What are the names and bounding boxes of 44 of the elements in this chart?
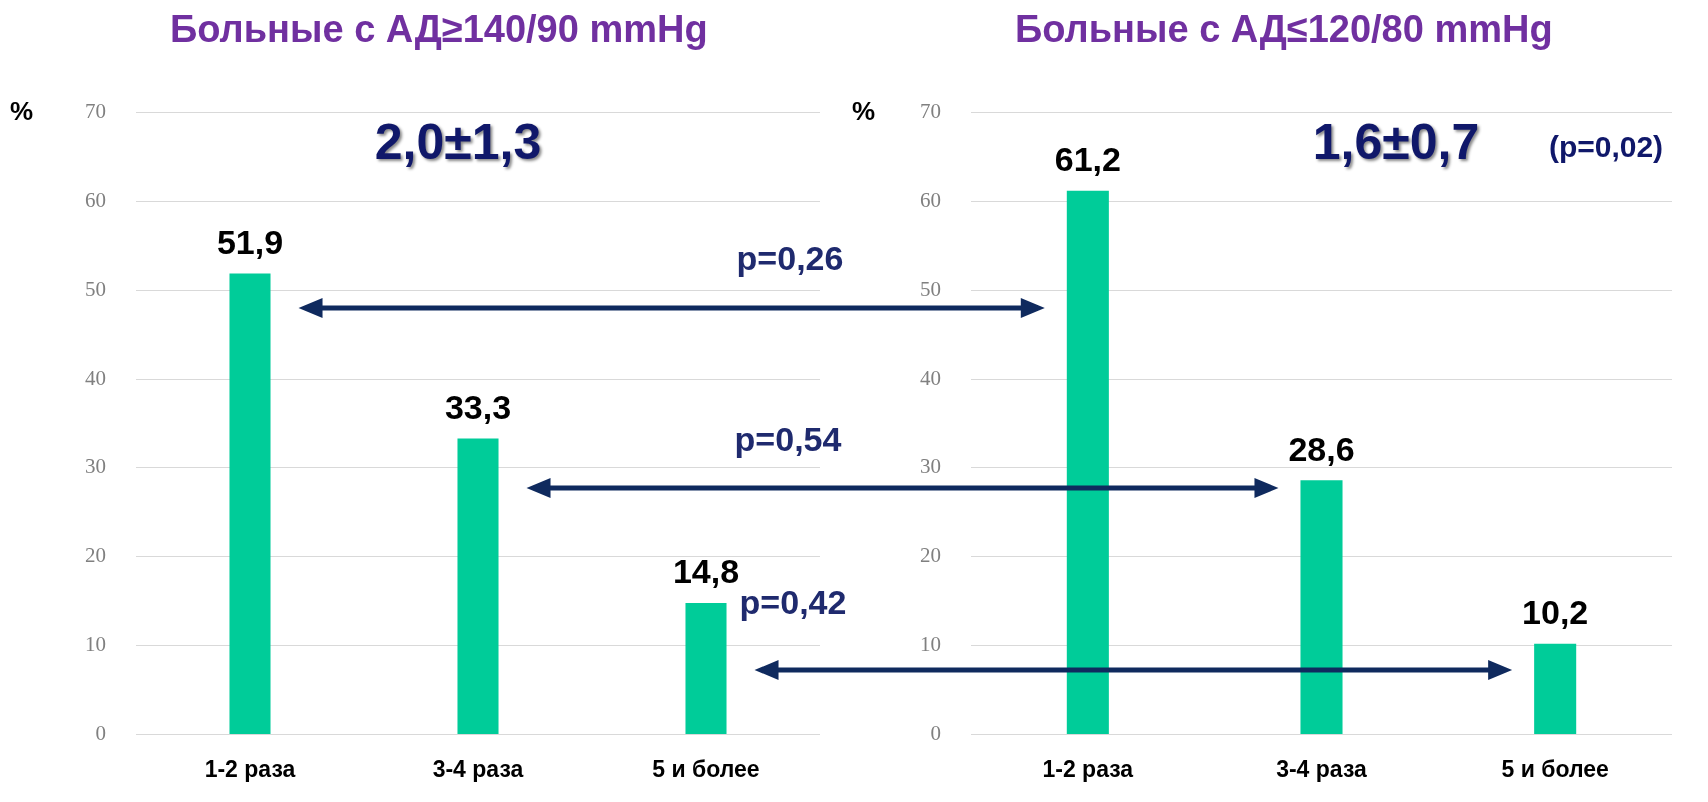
bar [457,438,499,734]
x-tick-label: 5 и более [1501,755,1609,782]
y-tick-label: 70 [920,99,941,124]
x-tick-label: 1-2 раза [204,755,296,782]
x-tick-label: 5 и более [652,755,760,782]
y-axis-title: % [10,95,34,126]
chart-title: Больные с АД≥140/90 mmHg [170,8,708,51]
y-tick-label: 50 [85,276,106,301]
data-label: 61,2 [1054,140,1121,179]
annotation: 2,0±1,3 [374,113,542,171]
x-tick-label: 1-2 раза [1042,755,1134,782]
y-tick-label: 10 [85,632,106,657]
annotation: 1,6±0,7 [1312,113,1480,171]
y-tick-label: 30 [85,454,106,479]
bar [1300,480,1343,734]
y-tick-label: 10 [920,632,941,657]
data-label: 10,2 [1522,593,1589,632]
y-tick-label: 30 [920,454,941,479]
y-tick-label: 50 [920,276,941,301]
data-label: 51,9 [216,222,284,261]
data-label: 33,3 [444,387,512,426]
data-label: 14,8 [672,552,740,591]
y-tick-label: 40 [85,365,106,390]
y-tick-label: 20 [920,543,941,568]
y-tick-label: 0 [930,720,941,745]
y-tick-label: 60 [85,187,106,212]
annotation: p=0,54 [734,419,842,459]
bar [1066,190,1109,734]
y-tick-label: 40 [920,365,941,390]
annotation: p=0,26 [736,238,844,278]
x-tick-label: 3-4 раза [1276,755,1368,782]
bar [1534,643,1577,734]
data-label: 28,6 [1288,429,1355,468]
y-tick-label: 60 [920,187,941,212]
annotation: p=0,42 [739,582,847,622]
y-tick-label: 70 [85,99,106,124]
annotation: (p=0,02) [1548,130,1664,164]
y-axis-title: % [852,95,876,126]
bar [685,602,727,734]
chart-title: Больные с АД≤120/80 mmHg [1015,8,1553,51]
bar [229,273,271,734]
x-tick-label: 3-4 раза [432,755,524,782]
y-tick-label: 20 [85,543,106,568]
y-tick-label: 0 [95,720,106,745]
